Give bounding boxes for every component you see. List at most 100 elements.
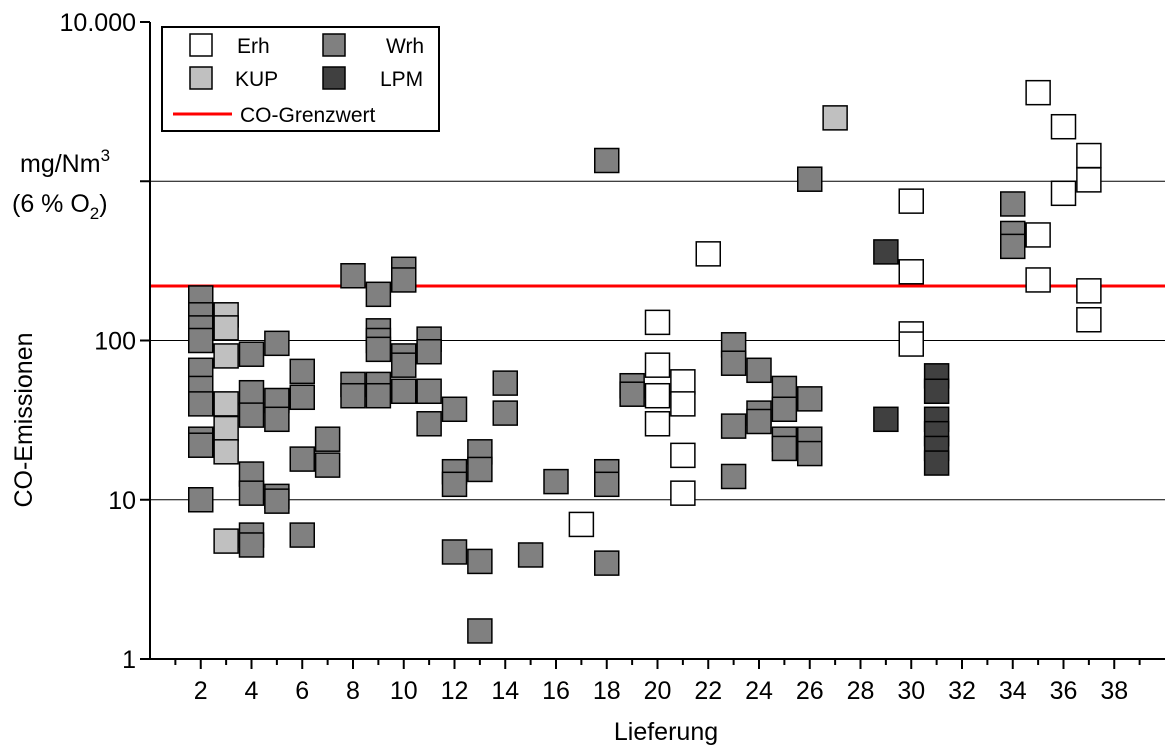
point-wrh-24: [289, 446, 315, 472]
x-tick-label-14: 14: [491, 677, 519, 705]
x-tick-label-26: 26: [796, 677, 824, 705]
point-wrh-10: [238, 341, 265, 367]
point-wrh-43: [416, 338, 442, 365]
point-wrh-53: [467, 618, 493, 644]
point-erh-4: [644, 411, 671, 437]
point-erh-1: [644, 309, 671, 336]
point-erh-22: [1076, 306, 1102, 333]
point-erh-2: [644, 352, 671, 378]
x-tick-label-18: 18: [593, 677, 621, 705]
y-axis-unit-line1: mg/Nm3: [20, 146, 110, 178]
point-lpm-3: [923, 378, 950, 405]
x-tick-label-34: 34: [999, 677, 1027, 705]
point-wrh-48: [441, 471, 468, 498]
point-wrh-23: [289, 384, 315, 411]
point-wrh-30: [340, 382, 366, 409]
x-tick-label-10: 10: [390, 677, 418, 705]
point-wrh-49: [441, 539, 468, 565]
x-tick-label-24: 24: [745, 677, 773, 705]
point-wrh-21: [264, 488, 290, 514]
point-wrh-76: [797, 386, 823, 412]
point-kup-2: [213, 343, 239, 369]
point-erh-11: [898, 259, 924, 285]
point-wrh-16: [238, 532, 265, 558]
data-points: [188, 79, 1102, 644]
x-tick-label-2: 2: [194, 677, 208, 705]
point-wrh-68: [746, 357, 772, 384]
point-kup-5: [213, 439, 239, 465]
point-erh-13: [898, 331, 924, 357]
x-tick-label-30: 30: [897, 677, 925, 705]
point-erh-16: [1025, 267, 1051, 293]
point-wrh-36: [365, 382, 392, 409]
point-wrh-25: [289, 522, 315, 548]
point-erh-17: [1050, 113, 1077, 140]
point-wrh-8: [188, 432, 214, 458]
point-wrh-11: [238, 379, 265, 406]
point-erh-10: [898, 188, 924, 214]
y-tick-label-1: 1: [122, 646, 136, 674]
point-wrh-45: [416, 411, 442, 437]
y-unit-superscript: 3: [101, 146, 110, 165]
x-tick-label-32: 32: [948, 677, 976, 705]
point-erh-9: [695, 241, 721, 267]
point-wrh-78: [797, 440, 823, 467]
point-wrh-44: [416, 378, 442, 405]
x-tick-label-6: 6: [295, 677, 309, 705]
point-wrh-6: [188, 391, 214, 417]
point-erh-5: [670, 369, 696, 395]
x-tick-label-28: 28: [847, 677, 875, 705]
x-tick-label-20: 20: [644, 677, 672, 705]
point-wrh-12: [238, 402, 265, 428]
x-tick-label-38: 38: [1100, 677, 1128, 705]
point-wrh-79: [1000, 191, 1026, 217]
legend-swatch-wrh: [322, 33, 346, 57]
point-wrh-72: [771, 396, 798, 423]
point-wrh-63: [619, 381, 645, 407]
point-wrh-9: [188, 487, 214, 513]
point-wrh-34: [365, 336, 392, 363]
legend: Erh Wrh KUP LPM CO-Grenzwert: [161, 26, 440, 132]
point-lpm-7: [923, 450, 950, 476]
point-kup-4: [213, 415, 239, 442]
y-axis-title: CO-Emissionen: [10, 332, 38, 507]
y-unit-base: mg/Nm: [20, 150, 101, 178]
point-wrh-61: [594, 550, 620, 576]
point-erh-20: [1076, 167, 1102, 193]
point-wrh-70: [746, 408, 772, 435]
y-tick-label-10000: 10.000: [60, 9, 136, 37]
point-wrh-40: [391, 352, 417, 378]
point-wrh-3: [188, 327, 214, 354]
point-wrh-58: [594, 147, 620, 174]
point-erh-0: [568, 511, 595, 538]
point-wrh-19: [264, 406, 290, 433]
grid-lines: [150, 180, 1165, 501]
point-wrh-46: [441, 396, 468, 423]
point-wrh-27: [314, 452, 341, 478]
x-tick-label-12: 12: [441, 677, 469, 705]
legend-swatch-kup: [189, 66, 213, 90]
point-kup-3: [213, 391, 239, 417]
point-wrh-57: [543, 468, 569, 495]
y-tick-label-100: 100: [94, 328, 136, 356]
point-erh-21: [1076, 278, 1102, 304]
point-wrh-31: [365, 281, 392, 308]
legend-label-erh: Erh: [237, 35, 270, 58]
point-wrh-52: [467, 548, 493, 575]
y-axis-unit-line2: (6 % O2): [12, 190, 108, 223]
point-wrh-56: [517, 542, 544, 568]
y-unit-pre: (6 % O: [12, 190, 90, 218]
point-wrh-41: [391, 378, 417, 405]
point-wrh-51: [467, 456, 493, 483]
point-wrh-81: [1000, 233, 1026, 260]
point-wrh-75: [797, 166, 823, 192]
legend-label-lpm: LPM: [380, 68, 423, 91]
x-tick-label-8: 8: [346, 677, 360, 705]
x-tick-label-36: 36: [1050, 677, 1078, 705]
y-unit-subscript: 2: [90, 204, 99, 223]
point-erh-7: [670, 442, 696, 469]
point-wrh-67: [720, 463, 747, 490]
point-erh-19: [1076, 142, 1102, 169]
x-tick-label-16: 16: [542, 677, 570, 705]
